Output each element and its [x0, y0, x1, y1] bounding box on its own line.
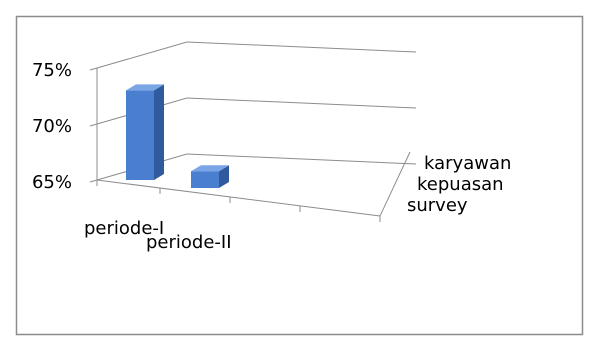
gridline-back	[186, 41, 417, 53]
x-tick-label: periode-I	[84, 218, 164, 239]
y-tick-mark	[89, 123, 98, 127]
bar-side	[219, 165, 229, 188]
bar	[191, 171, 219, 188]
axes	[89, 67, 411, 222]
y-tick-mark	[89, 67, 98, 71]
gridline-side	[96, 41, 188, 69]
x-tick-label: periode-II	[146, 232, 232, 253]
y-tick-label: 70%	[32, 116, 72, 137]
y-tick-mark	[89, 179, 98, 183]
x-axis-line	[96, 179, 381, 217]
series-axis-label: survey	[407, 195, 468, 216]
y-tick-labels: 65% 70% 75%	[32, 60, 72, 193]
bar-top	[191, 165, 229, 172]
series-axis-label: karyawan	[424, 153, 511, 174]
grid	[96, 41, 417, 181]
series-axis-label: kepuasan	[417, 174, 504, 195]
y-tick-label: 75%	[32, 60, 72, 81]
y-tick-label: 65%	[32, 172, 72, 193]
gridline-back	[186, 153, 417, 165]
bar	[126, 90, 154, 180]
gridline-back	[186, 97, 417, 109]
bars	[126, 84, 229, 188]
bar-side	[154, 84, 164, 180]
depth-axis-line	[379, 151, 411, 217]
bar-top	[126, 84, 164, 91]
